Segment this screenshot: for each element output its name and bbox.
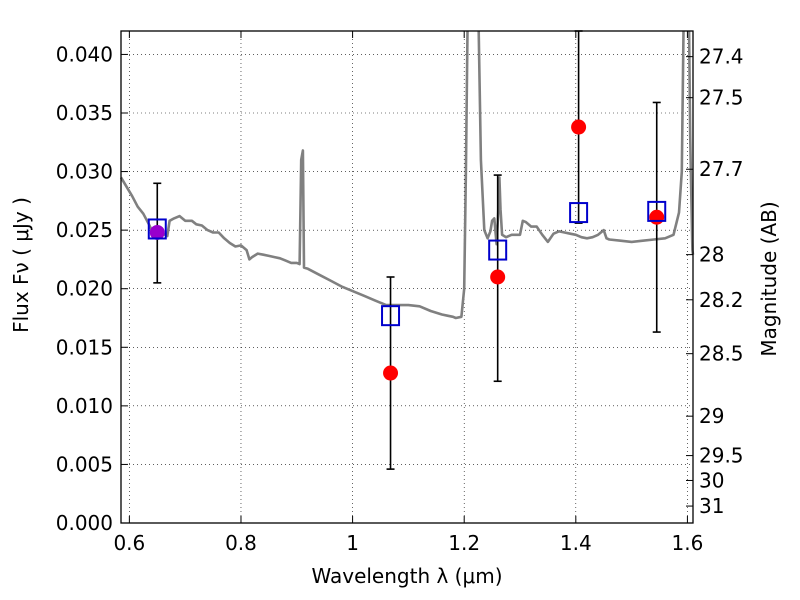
plot-frame	[120, 30, 694, 524]
magnitude-tick-label: 27.4	[699, 45, 744, 69]
y-tick-label: 0.025	[56, 218, 113, 242]
x-axis-label: Wavelength λ (μm)	[311, 564, 502, 588]
y-tick-label: 0.010	[56, 394, 113, 418]
y-tick-label: 0.015	[56, 335, 113, 359]
magnitude-tick-label: 30	[699, 468, 724, 492]
data-points	[147, 30, 667, 470]
x-tick-label: 0.6	[113, 531, 145, 555]
magnitude-tick-label: 31	[699, 494, 724, 518]
y-tick-label: 0.040	[56, 42, 113, 66]
magnitude-tick-label: 27.7	[699, 157, 744, 181]
model-photometry-square	[381, 305, 401, 327]
observed-point	[490, 269, 506, 285]
magnitude-tick-label: 29	[699, 404, 724, 428]
observed-point	[571, 119, 587, 135]
y-tick-label: 0.005	[56, 452, 113, 476]
y-tick-label: 0.030	[56, 160, 113, 184]
observed-point	[383, 365, 399, 381]
magnitude-tick-label: 29.5	[699, 444, 744, 468]
magnitude-tick-label: 27.5	[699, 86, 744, 110]
y-tick-label: 0.000	[56, 511, 113, 535]
model-photometry-square	[488, 239, 508, 261]
model-photometry-square	[569, 202, 589, 224]
model-spectrum	[119, 30, 695, 320]
x-tick-label: 1	[346, 531, 359, 555]
magnitude-tick-label: 28	[699, 243, 724, 267]
x-tick-label: 1.6	[672, 531, 704, 555]
observed-point	[149, 224, 165, 240]
grid-lines	[121, 31, 693, 524]
x-tick-label: 0.8	[225, 531, 257, 555]
y-tick-label: 0.020	[56, 277, 113, 301]
y-tick-label: 0.035	[56, 101, 113, 125]
x-tick-label: 1.4	[560, 531, 592, 555]
axis-ticks: 0.6 0.8 1 1.2 1.4 1.6 0.000 0.005 0.010 0.015 0.02…	[56, 31, 744, 555]
y-axis-label: Flux Fν ( μJy )	[9, 197, 33, 333]
x-tick-label: 1.2	[448, 531, 480, 555]
magnitude-axis-label: Magnitude (AB)	[757, 201, 781, 356]
magnitude-tick-label: 28.5	[699, 342, 744, 366]
magnitude-tick-label: 28.2	[699, 288, 744, 312]
model-spectrum-line	[119, 30, 469, 320]
observed-point	[649, 209, 665, 225]
model-photometry-square	[647, 200, 667, 222]
model-photometry-square	[147, 218, 167, 240]
